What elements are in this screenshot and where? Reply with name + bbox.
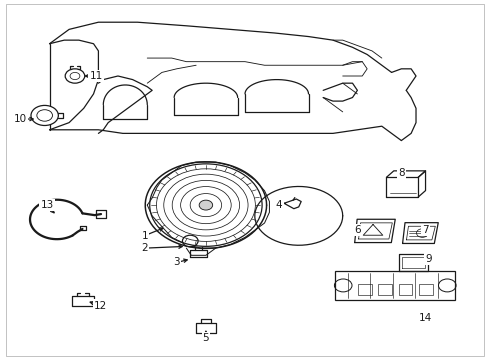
Bar: [419, 284, 433, 295]
Text: 7: 7: [422, 225, 429, 235]
Bar: [335, 271, 455, 300]
Text: 14: 14: [419, 313, 432, 323]
Circle shape: [31, 105, 58, 126]
Circle shape: [65, 69, 85, 83]
Bar: [398, 284, 412, 295]
Circle shape: [182, 235, 198, 247]
Text: 2: 2: [142, 243, 148, 253]
Text: 1: 1: [142, 231, 148, 240]
Bar: [378, 284, 392, 295]
Text: 11: 11: [89, 71, 102, 81]
Text: 9: 9: [425, 254, 432, 264]
Bar: [358, 284, 371, 295]
Text: 12: 12: [94, 301, 107, 311]
Text: 3: 3: [173, 257, 180, 267]
Text: 8: 8: [398, 168, 405, 178]
Circle shape: [199, 200, 213, 210]
Text: 6: 6: [354, 225, 361, 235]
Text: 5: 5: [202, 333, 209, 343]
Text: 10: 10: [14, 114, 27, 124]
Text: 4: 4: [276, 200, 283, 210]
Text: 13: 13: [41, 200, 54, 210]
